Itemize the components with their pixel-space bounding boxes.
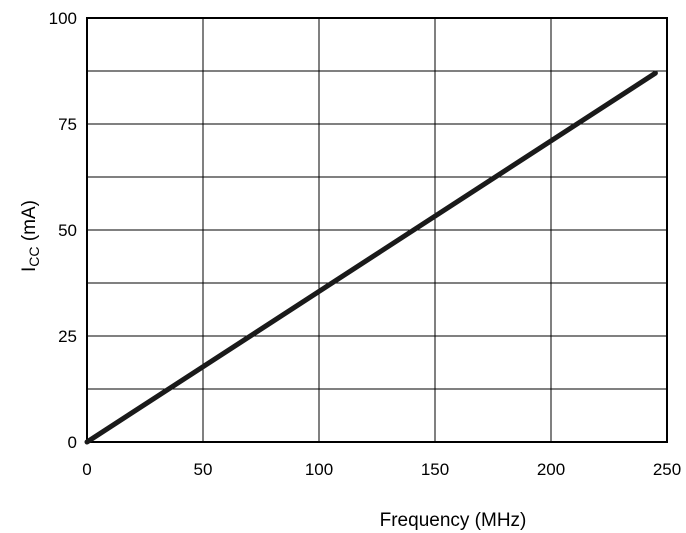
x-axis-label: Frequency (MHz) [380,510,527,531]
y-tick-label: 75 [58,115,77,134]
y-tick-label: 50 [58,221,77,240]
y-axis-label-subscript: CC [26,246,42,266]
y-axis-label-main: I [19,267,40,272]
y-tick-label: 0 [68,433,77,452]
series-layer [84,70,658,445]
plot-border [86,17,668,443]
y-tick-labels: 0 25 50 75 100 [49,9,77,452]
y-axis-label: ICC (mA) [19,200,42,272]
x-tick-label: 200 [537,460,565,479]
x-tick-label: 50 [194,460,213,479]
x-tick-label: 0 [82,460,91,479]
grid [87,18,667,442]
y-axis-label-unit: (mA) [19,200,40,246]
y-tick-label: 25 [58,327,77,346]
series-line-1 [84,70,658,445]
x-tick-label: 100 [305,460,333,479]
y-tick-label: 100 [49,9,77,28]
x-tick-label: 150 [421,460,449,479]
x-tick-labels: 0 50 100 150 200 250 [82,460,681,479]
x-tick-label: 250 [653,460,681,479]
plot-frame [86,17,668,443]
